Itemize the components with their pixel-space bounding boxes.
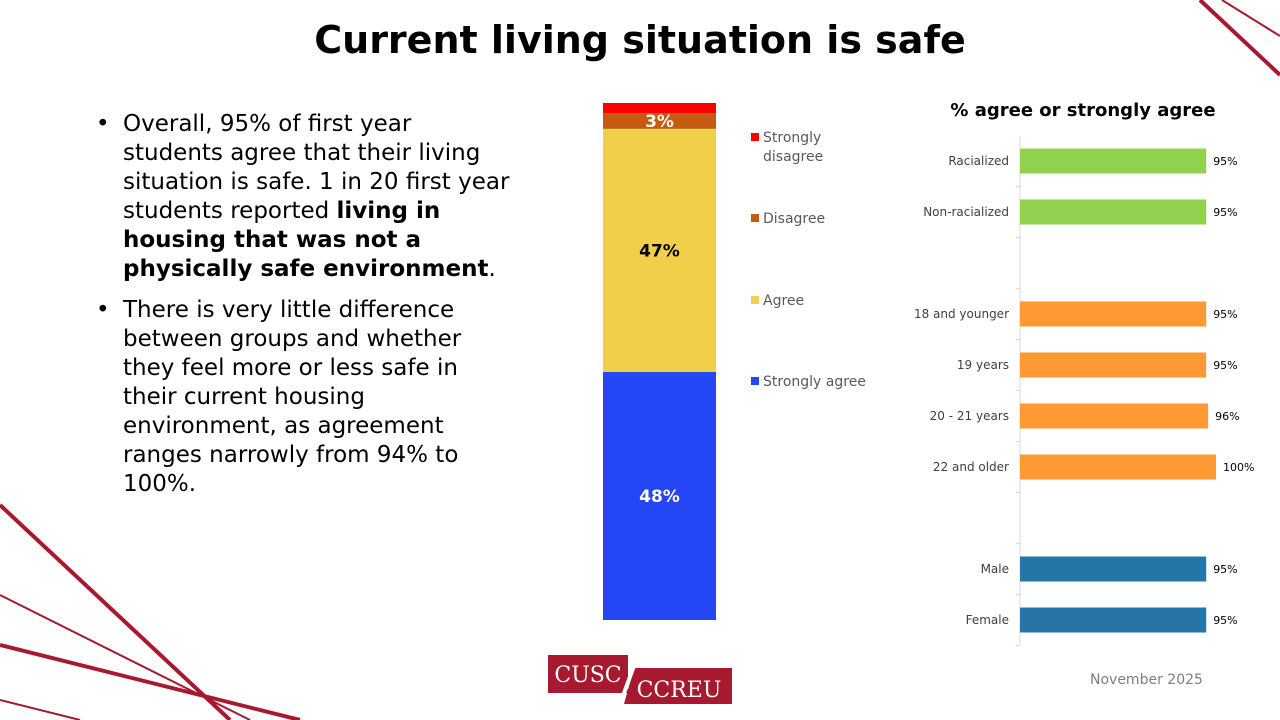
category-label: Male bbox=[981, 562, 1009, 576]
legend-label: Strongly bbox=[763, 130, 821, 146]
horizontal-chart-title: % agree or strongly agree bbox=[950, 100, 1215, 121]
bar-8 bbox=[1020, 556, 1207, 582]
logo-text-right: CCREU bbox=[637, 678, 722, 703]
bar-value-label: 95% bbox=[1213, 614, 1237, 627]
segment-data-label: 48% bbox=[639, 487, 680, 507]
stacked-segment-2 bbox=[603, 113, 716, 129]
bullet-list: Overall, 95% of first year students agre… bbox=[96, 110, 516, 511]
bullet-item: There is very little difference between … bbox=[96, 296, 516, 499]
stacked-segment-0 bbox=[603, 371, 716, 620]
category-label: Non-racialized bbox=[923, 205, 1009, 219]
bar-5 bbox=[1020, 403, 1209, 429]
bar-9 bbox=[1020, 607, 1207, 633]
bar-0 bbox=[1020, 148, 1207, 174]
category-label: 18 and younger bbox=[914, 307, 1009, 321]
stacked-segment-3 bbox=[603, 103, 716, 114]
legend-swatch bbox=[751, 214, 759, 222]
bullet-text: There is very little difference between … bbox=[123, 297, 462, 497]
category-label: 22 and older bbox=[933, 460, 1009, 474]
segment-data-label: 47% bbox=[639, 241, 680, 261]
bullet-item: Overall, 95% of first year students agre… bbox=[96, 110, 516, 284]
legend-label: disagree bbox=[763, 149, 823, 165]
bar-3 bbox=[1020, 301, 1207, 327]
bar-value-label: 96% bbox=[1215, 410, 1239, 423]
bullet-text: Overall, 95% of first year students agre… bbox=[123, 111, 510, 224]
bar-value-label: 95% bbox=[1213, 359, 1237, 372]
category-label: Female bbox=[966, 613, 1009, 627]
page-title: Current living situation is safe bbox=[314, 18, 966, 62]
bullet-emphasis: living in housing that was not a physica… bbox=[123, 198, 489, 282]
logo-text-left: CUSC bbox=[554, 663, 621, 688]
bar-4 bbox=[1020, 352, 1207, 378]
stacked-segment-1 bbox=[603, 128, 716, 372]
legend-label: Disagree bbox=[763, 211, 825, 227]
legend-label: Strongly agree bbox=[763, 374, 866, 390]
cusc-ccreu-logo: CUSC CCREU bbox=[548, 655, 732, 704]
bar-value-label: 95% bbox=[1213, 155, 1237, 168]
footer-date: November 2025 bbox=[1090, 672, 1203, 688]
legend-swatch bbox=[751, 296, 759, 304]
bar-value-label: 100% bbox=[1223, 461, 1254, 474]
bar-6 bbox=[1020, 454, 1216, 480]
bar-value-label: 95% bbox=[1213, 206, 1237, 219]
bullet-text-end: . bbox=[488, 256, 496, 282]
bar-1 bbox=[1020, 199, 1207, 225]
legend-swatch bbox=[751, 133, 759, 141]
category-label: Racialized bbox=[948, 154, 1009, 168]
legend-swatch bbox=[751, 377, 759, 385]
category-label: 20 - 21 years bbox=[930, 409, 1009, 423]
legend-label: Agree bbox=[763, 293, 804, 309]
segment-data-label: 3% bbox=[645, 112, 674, 132]
bar-value-label: 95% bbox=[1213, 563, 1237, 576]
category-label: 19 years bbox=[957, 358, 1009, 372]
bar-value-label: 95% bbox=[1213, 308, 1237, 321]
